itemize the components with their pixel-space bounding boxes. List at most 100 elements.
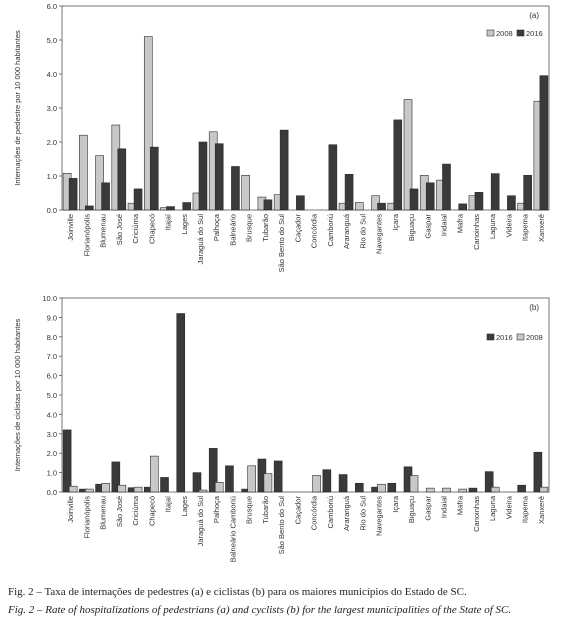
y-tick-label: 2.0 (47, 449, 57, 458)
bar-2008-Mafra (458, 488, 468, 493)
bar-2016-Navegantes (377, 202, 386, 211)
y-tick-label: 7.0 (47, 352, 57, 361)
y-tick-label: 1.0 (47, 172, 57, 181)
y-tick-label: 9.0 (47, 313, 57, 322)
x-tick-label: Indaial (439, 214, 448, 236)
x-tick-label: Biguaçu (407, 214, 416, 241)
x-tick-label: Mafra (456, 213, 465, 233)
bar-2016-Jaraguá do Sul (198, 141, 208, 211)
bar-2016-Tubarão (263, 199, 273, 211)
bar-2008-Palhoça (214, 481, 224, 493)
bar-2008-Indaial (442, 487, 451, 493)
bar-2016-Jaraguá do Sul (192, 472, 202, 493)
x-tick-label: Xanxerê (537, 496, 546, 524)
y-tick-label: 4.0 (47, 410, 57, 419)
chart-panel-a: 0.0 1.0 2.0 3.0 4.0 5.0 6.0 Internações de pede… (13, 2, 550, 273)
plot-frame (61, 297, 550, 493)
x-tick-label: Araranguá (342, 213, 351, 249)
x-tick-label: Xanxerê (537, 214, 546, 242)
y-tick-label: 1.0 (47, 469, 57, 478)
y-tick-label: 0.0 (47, 206, 57, 215)
y-tick-label: 4.0 (47, 70, 57, 79)
bar-2016-Araranguá (344, 174, 354, 211)
legend-label-2008: 2008 (496, 29, 513, 38)
bar-2016-Lages (176, 313, 186, 493)
bar-2008-Chapecó (143, 36, 153, 211)
bar-2016-Joinville (62, 429, 72, 493)
x-tick-label: Videira (504, 213, 513, 237)
x-tick-label: Florianópolis (82, 496, 91, 539)
bar-2008-São José (117, 484, 127, 493)
x-tick-label: Brusque (245, 496, 254, 524)
legend-swatch-2016 (516, 29, 525, 37)
bar-2016-Caçador (296, 195, 305, 211)
x-tick-label: Chapecó (147, 496, 156, 526)
bar-2016-São José (111, 461, 121, 493)
legend-swatch-2016 (486, 333, 495, 341)
y-tick-label: 2.0 (47, 138, 57, 147)
bar-2008-Florianópolis (85, 488, 94, 493)
x-tick-label: Canoinhas (472, 214, 481, 250)
y-axis-label: Internações de pedestre por 10 000 habit… (13, 30, 22, 186)
x-tick-label: Concórdia (310, 213, 319, 248)
bar-2016-Blumenau (101, 182, 110, 211)
bar-2016-Itajaí (166, 206, 175, 211)
x-tick-label: Joinville (66, 496, 75, 523)
x-tick-label: Tubarão (261, 214, 270, 242)
x-tick-label: Videira (504, 495, 513, 519)
x-tick-label: Rio do Sul (358, 496, 367, 531)
x-tick-label: Navegantes (375, 496, 384, 536)
y-tick-label: 0.0 (47, 488, 57, 497)
x-tick-label: Içara (391, 213, 400, 231)
x-tick-label: Gaspar (423, 496, 432, 521)
y-tick-label: 8.0 (47, 333, 57, 342)
legend-swatch-2008 (516, 333, 525, 341)
bar-2016-Içara (387, 482, 397, 493)
bar-2008-Florianópolis (79, 134, 88, 211)
caption-english: Fig. 2 – Rate of hospitalizations of ped… (8, 604, 512, 616)
bar-2008-Xanxerê (539, 486, 549, 493)
bar-2016-Balneário (231, 166, 240, 211)
panel-label: (a) (529, 11, 539, 20)
bar-2016-Itapema (523, 175, 532, 211)
bar-2008-Gaspar (425, 487, 435, 493)
bar-2016-São Bento do Sul (279, 129, 289, 211)
x-tick-label: Balneário Camboriú (228, 496, 237, 562)
bar-2016-Biguaçu (409, 188, 419, 211)
bar-2008-Tubarão (263, 473, 273, 493)
bar-2016-Palhoça (214, 143, 224, 211)
x-tick-label: Jaraguá do Sul (196, 496, 205, 547)
x-tick-label: Itapema (521, 213, 530, 241)
y-tick-label: 10.0 (42, 294, 57, 303)
x-tick-label: Balneário (228, 214, 237, 246)
bar-2016-Mafra (458, 203, 468, 211)
bar-2016-Criciúma (133, 188, 143, 211)
x-tick-label: Blumenau (99, 214, 108, 248)
bar-2008-Biguaçu (409, 475, 419, 493)
x-tick-label: Biguaçu (407, 496, 416, 523)
bar-2016-Canoinhas (474, 192, 484, 211)
bar-2008-Brusque (241, 175, 250, 211)
bar-2016-São José (117, 148, 127, 211)
bar-2016-Joinville (68, 178, 78, 211)
x-tick-label: Içara (391, 495, 400, 513)
bar-2016-Videira (507, 195, 516, 211)
x-tick-label: Gaspar (423, 214, 432, 239)
y-axis-label: Internações de ciclistas por 10 000 habi… (13, 318, 22, 471)
x-tick-label: Canoinhas (472, 496, 481, 532)
x-tick-label: Indaial (439, 496, 448, 518)
chart-panel-b: 0.0 1.0 2.0 3.0 4.0 5.0 6.0 7.0 8.0 9.0 10.0 Intern… (13, 294, 550, 562)
panel-label: (b) (529, 303, 539, 312)
bar-2016-Itapema (517, 484, 526, 493)
x-tick-label: Criciúma (131, 213, 140, 243)
bar-2008-Jaraguá do Sul (198, 489, 208, 493)
x-tick-label: São Bento do Sul (277, 214, 286, 273)
x-tick-label: Rio do Sul (358, 214, 367, 249)
bar-2008-Criciúma (133, 486, 143, 493)
x-tick-label: Florianópolis (82, 214, 91, 257)
x-tick-label: Jaraguá do Sul (196, 214, 205, 265)
bar-2016-Laguna (490, 173, 500, 211)
x-tick-label: Navegantes (375, 214, 384, 254)
bar-2016-Indaial (442, 163, 451, 211)
x-tick-label: Araranguá (342, 495, 351, 531)
